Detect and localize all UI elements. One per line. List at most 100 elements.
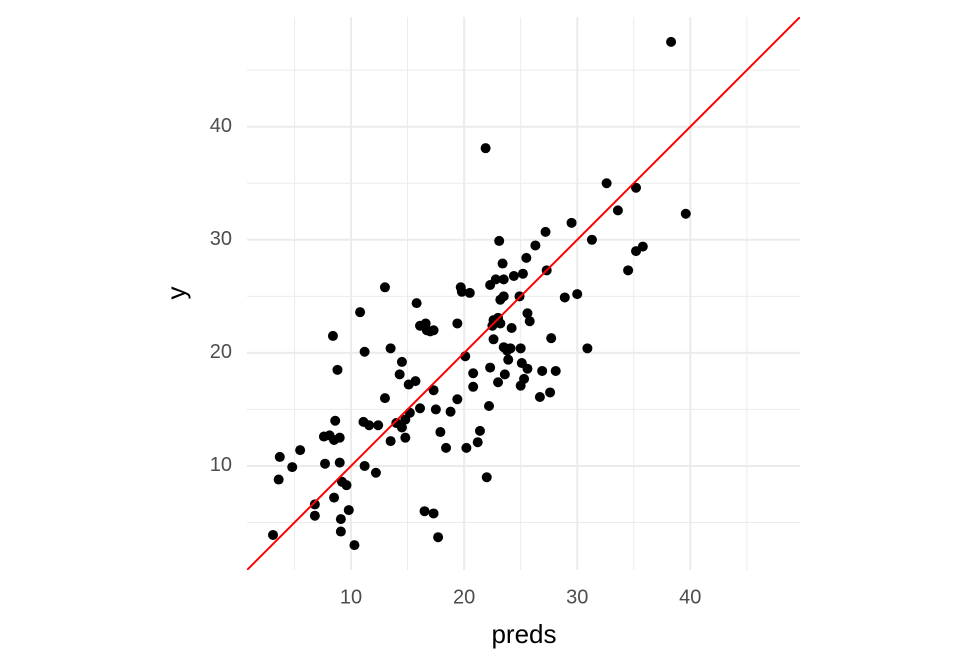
point <box>545 387 556 398</box>
point <box>498 274 509 285</box>
point <box>327 330 338 341</box>
point <box>349 540 360 551</box>
point <box>428 325 439 336</box>
point <box>334 432 345 443</box>
y-tick-label: 30 <box>210 228 232 250</box>
point <box>495 318 506 329</box>
point <box>586 234 597 245</box>
x-tick-label: 10 <box>340 586 362 608</box>
point <box>530 240 541 251</box>
point <box>546 333 557 344</box>
point <box>452 318 463 329</box>
point <box>468 381 479 392</box>
point <box>309 510 320 521</box>
point <box>524 316 535 327</box>
point <box>601 178 612 189</box>
point <box>295 445 306 456</box>
point <box>472 437 483 448</box>
y-axis-title: y <box>161 287 191 300</box>
x-axis-title: preds <box>491 619 556 649</box>
y-tick-label: 40 <box>210 115 232 137</box>
point <box>522 308 533 319</box>
point <box>428 508 439 519</box>
point <box>268 529 279 540</box>
point <box>355 307 366 318</box>
point <box>550 365 561 376</box>
point <box>503 354 514 365</box>
point <box>396 422 407 433</box>
point <box>329 492 340 503</box>
point <box>506 322 517 333</box>
point <box>341 480 352 491</box>
point <box>385 343 396 354</box>
point <box>494 235 505 246</box>
point <box>631 182 642 193</box>
point <box>385 436 396 447</box>
point <box>505 343 516 354</box>
point <box>481 472 492 483</box>
point <box>330 415 341 426</box>
point <box>287 462 298 473</box>
point <box>335 514 346 525</box>
point <box>572 289 583 300</box>
point <box>474 425 485 436</box>
marks <box>268 36 691 551</box>
point <box>274 451 285 462</box>
point <box>464 287 475 298</box>
point <box>428 385 439 396</box>
point <box>394 369 405 380</box>
point <box>309 499 320 510</box>
point <box>468 368 479 379</box>
point <box>370 467 381 478</box>
point <box>461 442 472 453</box>
y-tick-label: 10 <box>210 454 232 476</box>
point <box>540 226 551 237</box>
point <box>480 143 491 154</box>
point <box>419 506 430 517</box>
y-tick-label: 20 <box>210 341 232 363</box>
point <box>612 205 623 216</box>
x-tick-label: 30 <box>566 586 588 608</box>
point <box>566 217 577 228</box>
point <box>410 376 421 387</box>
point <box>582 343 593 354</box>
point <box>411 298 422 309</box>
point <box>515 343 526 354</box>
point <box>456 286 467 297</box>
point <box>396 356 407 367</box>
point <box>359 346 370 357</box>
point <box>452 394 463 405</box>
point <box>499 369 510 380</box>
x-tick-label: 40 <box>679 586 701 608</box>
point <box>320 458 331 469</box>
point <box>493 377 504 388</box>
point <box>623 265 634 276</box>
point <box>335 526 346 537</box>
point <box>435 427 446 438</box>
point <box>415 403 426 414</box>
point <box>445 406 456 417</box>
point <box>379 393 390 404</box>
point <box>343 505 354 516</box>
point <box>484 401 495 412</box>
point <box>433 532 444 543</box>
point <box>364 420 375 431</box>
point <box>534 391 545 402</box>
point <box>373 420 384 431</box>
point <box>490 274 501 285</box>
point <box>485 362 496 373</box>
point <box>273 474 284 485</box>
point <box>637 241 648 252</box>
point <box>559 292 570 303</box>
point <box>498 291 509 302</box>
point <box>508 270 519 281</box>
point <box>334 457 345 468</box>
reference-line <box>247 17 800 570</box>
point <box>666 36 677 47</box>
point <box>441 442 452 453</box>
point <box>522 363 533 374</box>
point <box>379 282 390 293</box>
point <box>400 432 411 443</box>
